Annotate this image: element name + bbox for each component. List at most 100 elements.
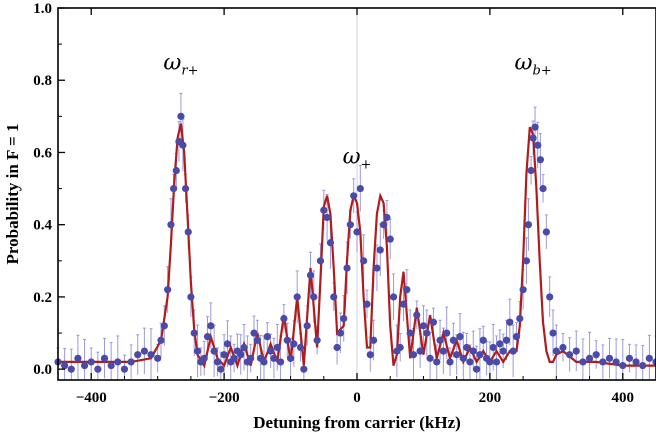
data-point [632,358,640,366]
data-point [184,228,192,236]
data-point [326,239,335,247]
data-point [336,329,344,337]
data-point [366,351,374,359]
data-point [306,271,315,279]
data-point [373,264,381,272]
data-point [599,358,607,366]
data-point [220,351,228,359]
data-point [469,347,477,355]
peak-label: ωb+ [514,50,551,78]
data-point [167,221,175,229]
data-point [157,336,165,344]
data-point [466,358,474,366]
y-tick-label: 1.0 [33,1,52,17]
data-point [612,358,620,366]
data-point [406,329,414,337]
data-point [267,347,275,355]
data-point [94,365,102,373]
data-point [439,347,447,355]
data-point [572,347,580,355]
data-point [479,336,487,344]
data-point [203,333,212,341]
data-point [310,293,318,301]
data-point [316,257,325,265]
data-point [379,221,388,229]
data-point [160,322,168,330]
data-point [260,358,268,366]
x-tick-label: 400 [612,390,635,406]
data-point [207,322,215,330]
data-point [177,112,185,120]
data-point [625,354,634,362]
data-point [619,361,627,370]
data-point [605,354,614,362]
data-point [383,213,391,222]
fit-curve [58,123,656,370]
data-point [453,351,461,359]
data-point [276,358,285,366]
tick-labels: −400 −200 0 200 400 0.0 0.2 0.4 0.6 0.8 1.0 [33,1,634,406]
data-point [531,123,539,131]
data-point [552,347,560,355]
data-point [492,358,501,366]
data-point [456,333,464,341]
data-point [273,343,281,352]
data-point [213,358,222,366]
data-point [506,318,514,326]
data-point [409,351,418,359]
data-point [509,347,517,355]
data-point [333,343,341,352]
data-point [542,228,550,236]
data-point [217,365,225,373]
data-point [237,351,245,359]
data-point [473,365,481,373]
data-point [436,336,444,344]
y-tick-label: 0.8 [33,73,52,89]
data-point [356,184,364,193]
data-point [496,340,504,348]
x-tick-label: 0 [353,390,361,406]
data-point [502,336,511,344]
data-point [67,365,75,373]
y-tick-label: 0.4 [33,218,52,234]
x-tick-label: 200 [479,390,502,406]
data-point [87,358,95,366]
peak-label: ωr+ [163,50,198,78]
data-point [346,221,354,229]
data-point [386,235,394,243]
data-point [340,315,348,323]
data-point [190,329,198,337]
data-point [433,358,441,366]
data-point [426,354,434,362]
data-point [350,192,358,200]
data-point [127,358,135,366]
data-point [193,347,202,355]
data-point [140,347,148,355]
data-point [459,354,467,362]
data-point [100,354,109,362]
x-tick-label: −200 [209,390,240,406]
data-point [592,351,600,359]
data-point [524,221,533,229]
data-point [579,358,587,366]
data-point [61,361,69,370]
data-point [429,318,438,326]
data-point [360,257,368,265]
data-point [370,336,378,344]
data-point [549,329,557,337]
data-point [529,134,537,142]
data-point [486,358,494,366]
data-point [489,343,497,352]
data-point [134,351,142,359]
data-point [527,166,535,175]
data-point [230,354,238,362]
data-point [223,340,232,348]
data-point [200,354,208,362]
data-point [172,166,180,175]
data-point [585,354,594,362]
data-point [353,228,361,236]
data-point [516,315,524,323]
data-point [293,293,301,301]
data-point [320,206,328,214]
